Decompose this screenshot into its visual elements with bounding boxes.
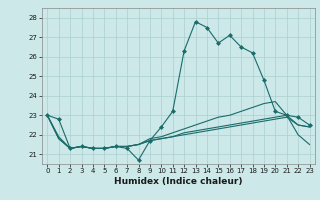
X-axis label: Humidex (Indice chaleur): Humidex (Indice chaleur) (114, 177, 243, 186)
